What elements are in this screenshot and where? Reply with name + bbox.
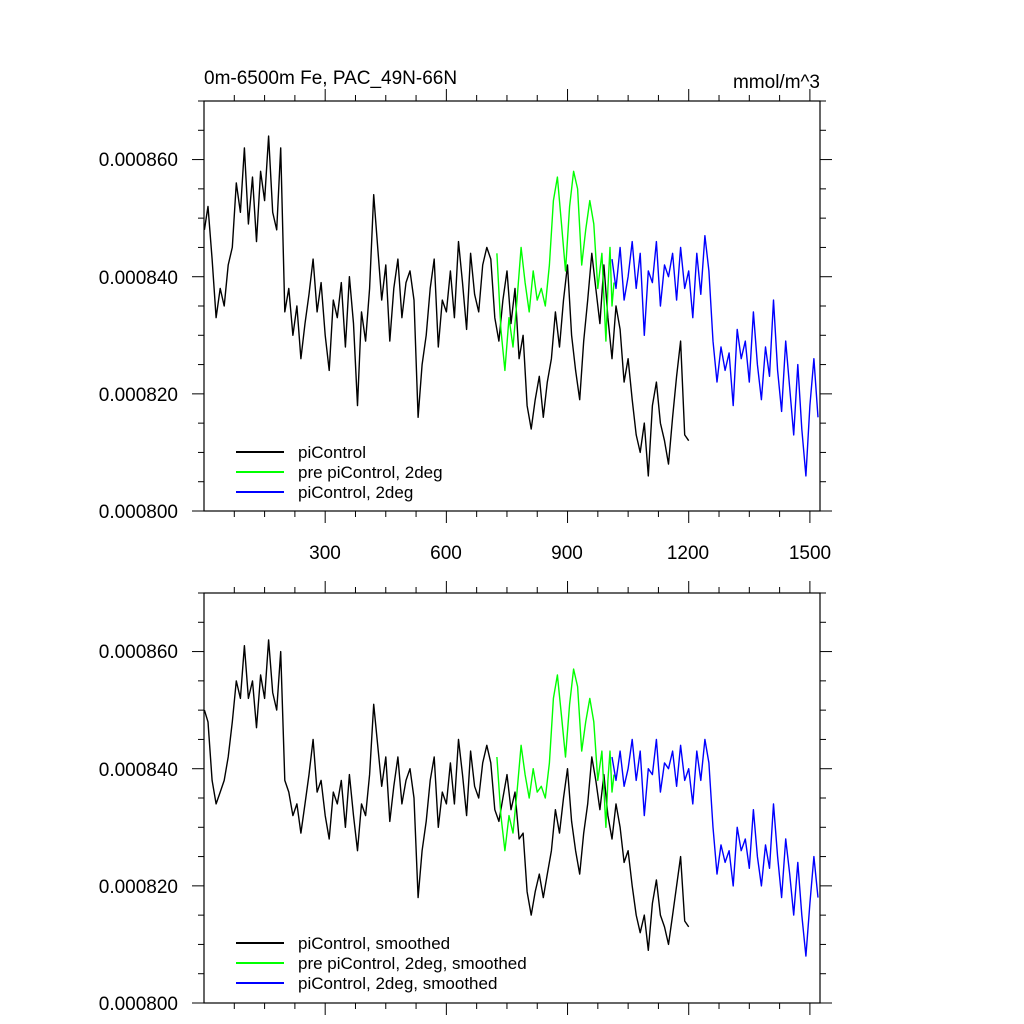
axis-ticks-bottom	[192, 581, 832, 1015]
x-tick-label-1500: 1500	[789, 543, 831, 564]
legend-label-pre-piControl-2deg: pre piControl, 2deg	[298, 463, 443, 482]
x-tick-label-900: 900	[551, 543, 583, 564]
x-tick-label-600: 600	[430, 543, 462, 564]
chart-title-left: 0m-6500m Fe, PAC_49N-66N	[204, 68, 457, 89]
x-tick-label-300: 300	[309, 543, 341, 564]
legend-label-piControl-2deg: piControl, 2deg	[298, 483, 413, 502]
legend-top: piControl pre piControl, 2deg piControl,…	[236, 443, 443, 502]
top-panel: 0m-6500m Fe, PAC_49N-66N mmol/m^3 0.0008…	[99, 68, 832, 564]
legend-label-piControl: piControl	[298, 443, 366, 462]
y-tick-label-0.000860: 0.000860	[99, 150, 178, 171]
bottom-panel: 0.000800 0.000820 0.000840 0.000860 piCo…	[99, 581, 832, 1015]
series-line-picontrol-2deg-smoothed	[611, 738, 819, 957]
series-lines-top	[203, 135, 819, 477]
x-tick-label-1200: 1200	[667, 543, 709, 564]
y-tick-label-0.000840: 0.000840	[99, 268, 178, 289]
series-line-picontrol-smoothed	[203, 639, 690, 951]
y-tick-label-0.000800-bottom: 0.000800	[99, 994, 178, 1015]
y-tick-label-0.000820-bottom: 0.000820	[99, 877, 178, 898]
plot-area-bottom	[203, 592, 821, 1004]
y-tick-label-0.000860-bottom: 0.000860	[99, 642, 178, 663]
series-line-picontrol	[203, 135, 690, 477]
series-lines-bottom	[203, 639, 819, 957]
y-tick-label-0.000820: 0.000820	[99, 385, 178, 406]
chart-units-label: mmol/m^3	[733, 72, 820, 93]
axis-ticks-top	[192, 89, 832, 523]
series-line-pre-picontrol-2deg-smoothed	[496, 668, 615, 852]
legend-label-piControl-smoothed: piControl, smoothed	[298, 934, 450, 953]
legend-label-piControl-2deg-smoothed: piControl, 2deg, smoothed	[298, 974, 497, 993]
plot-area-top	[203, 100, 821, 512]
y-tick-label-0.000840-bottom: 0.000840	[99, 760, 178, 781]
series-line-pre-picontrol-2deg	[496, 170, 615, 372]
y-tick-label-0.000800: 0.000800	[99, 502, 178, 523]
series-line-picontrol-2deg	[611, 234, 819, 477]
legend-bottom: piControl, smoothed pre piControl, 2deg,…	[236, 934, 527, 993]
legend-label-pre-piControl-2deg-smoothed: pre piControl, 2deg, smoothed	[298, 954, 527, 973]
